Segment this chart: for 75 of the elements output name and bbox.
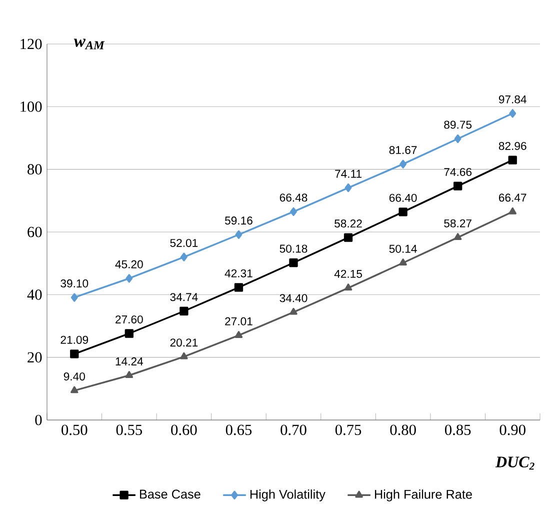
point (125, 371, 134, 378)
point (126, 274, 133, 283)
x-tick-label: 0.55 (116, 424, 142, 436)
point (399, 258, 407, 266)
data-label: 66.47 (499, 194, 526, 202)
y-tick-label: 120 (20, 38, 42, 50)
point (290, 308, 298, 315)
y-tick-label: 0 (35, 414, 42, 426)
legend-label: High Volatility (250, 490, 326, 502)
data-label: 89.75 (444, 120, 472, 129)
point (453, 182, 462, 190)
point (124, 329, 134, 338)
point (290, 207, 297, 216)
data-label: 27.60 (116, 315, 143, 324)
x-tick-label: 0.75 (335, 424, 362, 436)
point (289, 258, 298, 268)
data-label: 66.40 (389, 194, 417, 202)
data-label: 27.01 (225, 317, 252, 326)
data-label: 66.48 (280, 194, 308, 202)
y-tick-label: 80 (28, 164, 42, 174)
x-tick-label: 0.80 (390, 424, 416, 436)
point (398, 208, 408, 216)
point (70, 350, 79, 358)
legend-label: High Failure Rate (375, 490, 472, 502)
x-tick-label: 0.65 (226, 424, 252, 436)
y-axis-title: w$_{AM}$ (74, 38, 105, 50)
point (180, 252, 188, 262)
data-label: 42.31 (224, 269, 252, 278)
data-label: 52.01 (170, 238, 198, 247)
data-label: 39.10 (60, 279, 88, 288)
point (234, 331, 243, 338)
data-label: 82.96 (498, 142, 526, 150)
point (344, 233, 353, 242)
point (400, 160, 407, 168)
x-tick-label: 0.70 (280, 424, 306, 436)
point (509, 109, 516, 118)
point (235, 230, 242, 239)
data-label: 74.66 (444, 168, 472, 176)
legend-label: Base Case (140, 490, 200, 499)
data-label: 34.74 (170, 293, 198, 302)
data-label: 45.20 (115, 260, 143, 268)
point (454, 233, 462, 240)
point (234, 283, 244, 292)
data-label: 50.18 (280, 244, 308, 253)
point (180, 306, 188, 316)
y-tick-label: 60 (28, 226, 42, 238)
data-label: 21.09 (60, 336, 88, 344)
point (70, 293, 78, 302)
x-axis-title: DUC$_{2}$ (495, 456, 534, 470)
point (180, 352, 188, 360)
data-label: 59.16 (225, 216, 252, 225)
point (454, 134, 462, 144)
data-label: 97.84 (498, 95, 526, 104)
point (70, 386, 78, 394)
data-label: 58.27 (444, 219, 472, 228)
y-tick-label: 100 (20, 102, 42, 112)
x-tick-label: 0.60 (171, 424, 197, 436)
point (508, 207, 516, 214)
point (344, 183, 352, 192)
data-label: 74.11 (335, 170, 362, 178)
point (508, 156, 517, 164)
y-tick-label: 20 (28, 352, 42, 362)
data-label: 9.40 (64, 372, 85, 380)
data-label: 14.24 (116, 357, 144, 366)
data-label: 58.22 (334, 220, 362, 228)
x-tick-label: 0.85 (445, 424, 471, 436)
data-label: 20.21 (170, 338, 198, 347)
x-tick-label: 0.90 (500, 424, 526, 436)
y-tick-label: 40 (27, 289, 42, 300)
data-label: 34.40 (280, 294, 308, 302)
point (344, 284, 352, 291)
x-tick-label: 0.50 (62, 424, 88, 436)
data-label: 42.15 (334, 270, 362, 278)
data-label: 81.67 (389, 146, 417, 154)
data-label: 50.14 (389, 244, 417, 253)
